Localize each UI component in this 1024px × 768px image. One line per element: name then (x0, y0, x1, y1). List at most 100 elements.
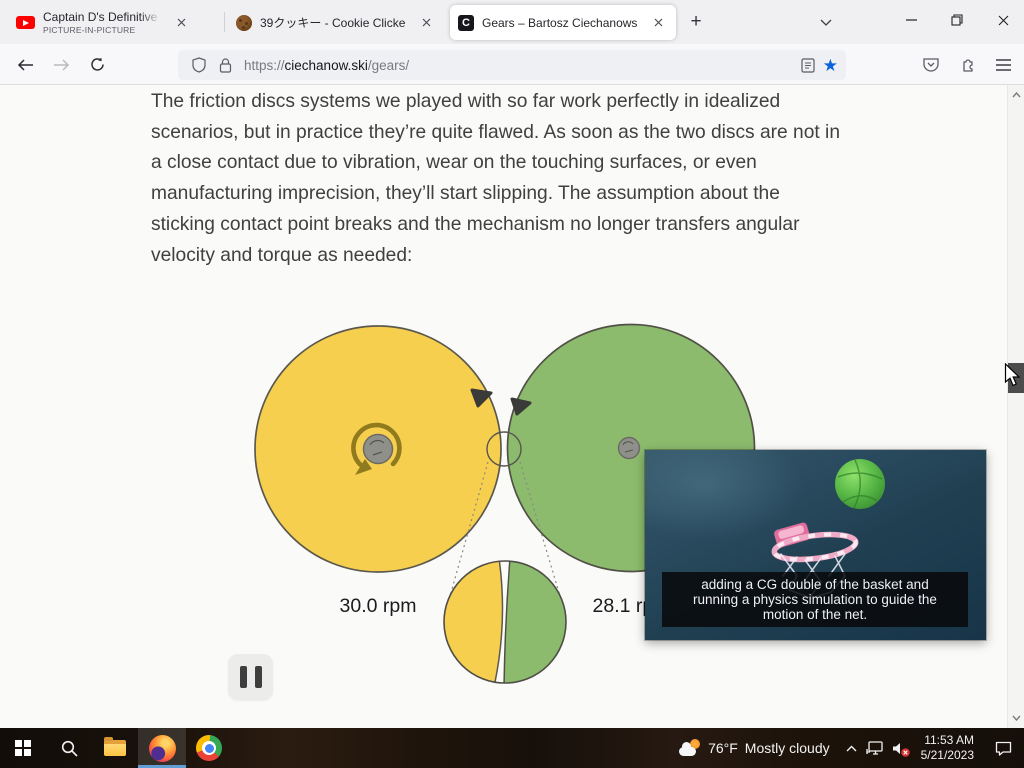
url-text: https://ciechanow.ski/gears/ (244, 58, 801, 73)
paragraph-line: manufacturing imprecision, they’ll start… (151, 183, 780, 205)
page-content: The friction discs systems we played wit… (0, 85, 1007, 728)
puzzle-piece-icon (960, 57, 976, 73)
firefox-taskbar-button-active[interactable] (138, 728, 186, 768)
window-minimize-button[interactable] (888, 0, 934, 40)
contact-point-circle (486, 431, 522, 467)
chevron-down-icon (1012, 715, 1021, 721)
caption-line: running a physics simulation to guide th… (693, 592, 937, 607)
pause-icon-bar (254, 666, 262, 688)
tab-close-icon[interactable] (171, 13, 191, 33)
extensions-button[interactable] (952, 49, 983, 80)
chrome-taskbar-button[interactable] (186, 728, 232, 768)
pip-video-frame (771, 459, 885, 599)
ciechanowski-favicon-icon: C (458, 14, 474, 31)
app-menu-button[interactable] (988, 49, 1019, 80)
bookmark-star-icon[interactable]: ★ (822, 55, 838, 75)
yellow-disc-hub (362, 433, 394, 465)
window-restore-button[interactable] (934, 0, 980, 40)
clock-time: 11:53 AM (924, 733, 974, 747)
forward-button-disabled[interactable] (46, 49, 77, 80)
scrollbar-thumb[interactable] (1008, 363, 1024, 393)
tab-title: 39クッキー - Cookie Clicker (260, 15, 406, 30)
close-icon (998, 15, 1009, 26)
weather-icon (679, 739, 701, 756)
tab-youtube[interactable]: Captain D's Definitive Guide to PICTURE-… (8, 5, 225, 40)
action-center-icon (995, 741, 1012, 756)
windows-taskbar: 76°F Mostly cloudy 11:53 AM 5/21/2023 (0, 728, 1024, 768)
paragraph-line: velocity and torque as needed: (151, 244, 413, 266)
back-arrow-icon (17, 58, 34, 71)
reload-button[interactable] (82, 49, 113, 80)
tab-bar: Captain D's Definitive Guide to PICTURE-… (0, 0, 1024, 44)
taskbar-search-button[interactable] (46, 728, 92, 768)
file-explorer-button[interactable] (92, 728, 138, 768)
tab-cookie-texts: 39クッキー - Cookie Clicker (260, 16, 406, 30)
clock-date: 5/21/2023 (920, 748, 974, 762)
lock-icon[interactable] (212, 52, 238, 78)
minimize-icon (905, 19, 917, 21)
chrome-icon (196, 735, 222, 761)
pocket-button[interactable] (915, 49, 946, 80)
basketball-hoop (771, 522, 859, 599)
tab-title: Captain D's Definitive Guide to (43, 10, 161, 24)
weather-description: Mostly cloudy (744, 740, 830, 756)
green-disc-hub (617, 436, 641, 460)
reader-view-icon[interactable] (801, 57, 815, 73)
caption-line: motion of the net. (762, 607, 868, 622)
scroll-up-button[interactable] (1008, 87, 1024, 103)
firefox-icon (148, 734, 176, 762)
scroll-down-button[interactable] (1008, 710, 1024, 726)
reload-icon (90, 57, 105, 72)
url-bar[interactable]: https://ciechanow.ski/gears/ ★ (178, 50, 846, 80)
paragraph-line: sticking contact point breaks and the me… (151, 213, 800, 235)
new-tab-button[interactable]: + (682, 8, 710, 36)
chevron-up-icon (1012, 92, 1021, 98)
tab-youtube-texts: Captain D's Definitive Guide to PICTURE-… (43, 10, 161, 35)
pause-button[interactable] (228, 654, 273, 700)
paragraph-line: scenarios, but in practice they’re quite… (151, 121, 840, 143)
green-basketball (835, 459, 885, 509)
url-domain: ciechanow.ski (284, 57, 368, 73)
paragraph-line: a close contact due to vibration, wear o… (151, 152, 757, 174)
rotation-arrowhead (355, 459, 372, 475)
yellow-edge-marker (470, 388, 493, 408)
taskbar-clock[interactable]: 11:53 AM 5/21/2023 (913, 733, 982, 763)
picture-in-picture-window[interactable]: adding a CG double of the basket and run… (645, 450, 986, 640)
tab-gears-active[interactable]: C Gears – Bartosz Ciechanowski (450, 5, 676, 40)
magnified-yellow-edge (444, 561, 504, 683)
page-scrollbar[interactable] (1007, 85, 1024, 728)
action-center-button[interactable] (982, 728, 1024, 768)
weather-widget[interactable]: 76°F Mostly cloudy (669, 728, 840, 768)
video-caption: adding a CG double of the basket and run… (662, 572, 968, 627)
green-edge-marker (510, 397, 532, 416)
tracking-shield-icon[interactable] (186, 52, 212, 78)
magnified-green-edge (503, 561, 566, 683)
tab-close-icon[interactable] (648, 13, 668, 33)
start-button[interactable] (0, 728, 46, 768)
hamburger-menu-icon (996, 58, 1011, 71)
plus-icon: + (690, 11, 702, 32)
youtube-favicon-icon (16, 16, 35, 29)
magnifier-lens-circle (443, 560, 567, 684)
weather-temperature: 76°F (708, 740, 738, 756)
back-button[interactable] (10, 49, 41, 80)
chevron-up-icon (846, 745, 857, 751)
cookie-favicon-icon (236, 14, 252, 31)
network-icon[interactable] (865, 741, 883, 755)
volume-muted-icon[interactable] (892, 742, 910, 757)
system-tray (840, 741, 913, 757)
page-actions: ★ (801, 57, 838, 74)
caption-line: adding a CG double of the basket and (701, 577, 929, 592)
folder-icon (104, 737, 126, 756)
tab-close-icon[interactable] (416, 13, 436, 33)
window-close-button[interactable] (980, 0, 1024, 40)
left-disc-rpm-label: 30.0 rpm (339, 595, 417, 617)
tray-expand-button[interactable] (846, 745, 857, 752)
forward-arrow-icon (53, 58, 70, 71)
pocket-icon (922, 57, 939, 72)
chevron-down-icon (820, 19, 832, 26)
list-all-tabs-button[interactable] (812, 8, 840, 36)
tab-cookie-clicker[interactable]: 39クッキー - Cookie Clicker (228, 5, 444, 40)
active-app-indicator (138, 765, 186, 768)
